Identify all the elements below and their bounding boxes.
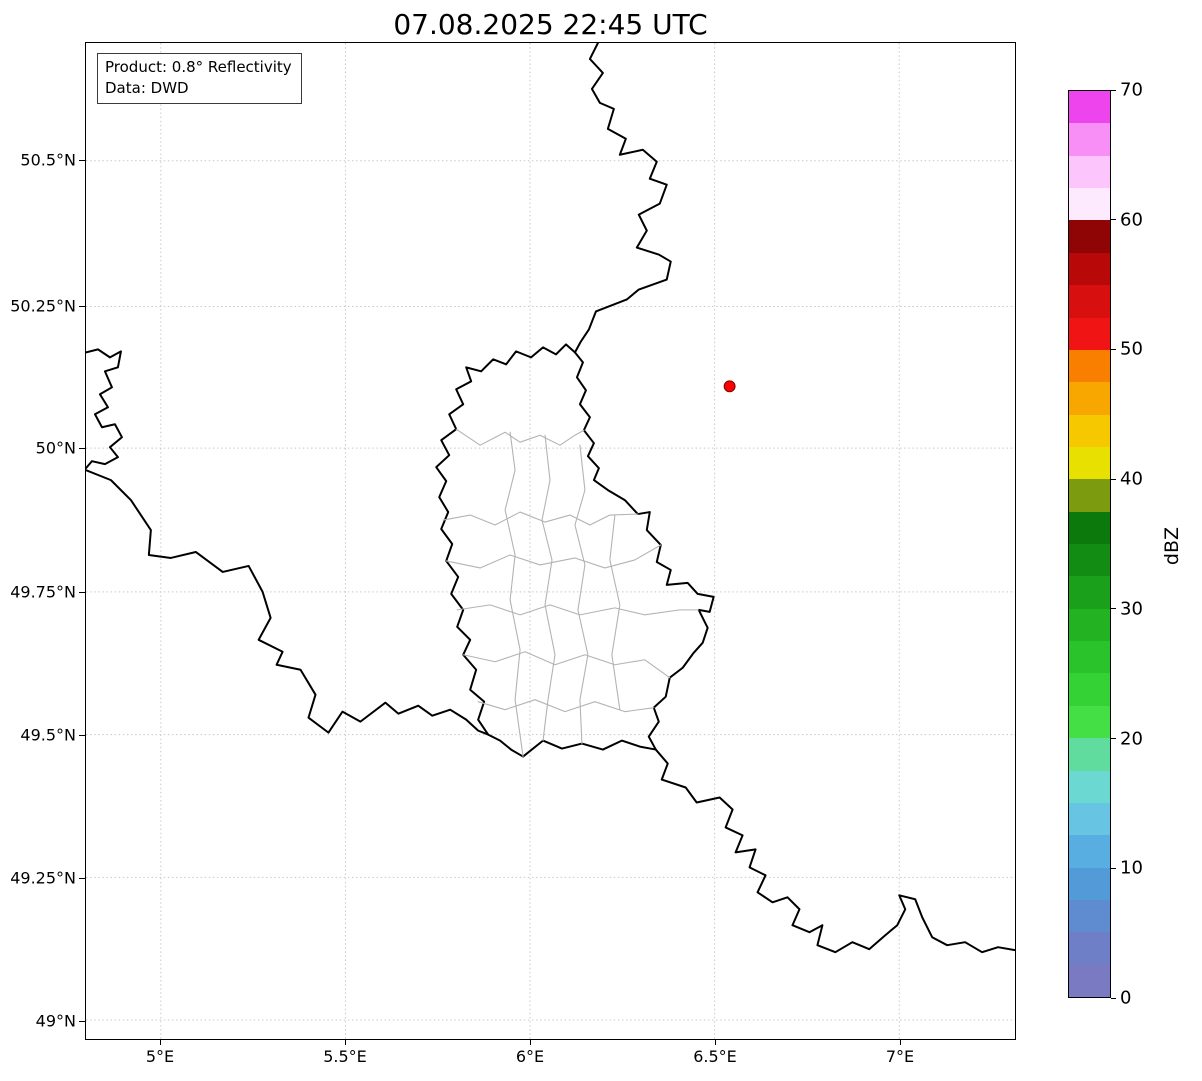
y-axis-tick bbox=[79, 159, 85, 161]
colorbar-segment bbox=[1069, 867, 1110, 900]
colorbar-segment bbox=[1069, 188, 1110, 221]
colorbar-segment bbox=[1069, 802, 1110, 836]
colorbar-tick bbox=[1111, 219, 1116, 221]
colorbar-tick-label: 0 bbox=[1120, 987, 1132, 1009]
y-axis-tick-label: 50°N bbox=[35, 438, 76, 458]
colorbar-tick bbox=[1111, 867, 1116, 869]
x-axis-tick bbox=[899, 1040, 901, 1045]
colorbar-segment bbox=[1069, 608, 1110, 642]
district-border bbox=[442, 511, 639, 526]
x-axis-tick-label: 6°E bbox=[515, 1047, 545, 1066]
colorbar-segment bbox=[1069, 576, 1110, 609]
border-france-germany bbox=[654, 748, 1015, 954]
district-border bbox=[445, 544, 662, 569]
border-france-belgium bbox=[86, 469, 490, 736]
y-axis-tick bbox=[79, 447, 85, 449]
colorbar-segment bbox=[1069, 446, 1110, 480]
colorbar-tick bbox=[1111, 348, 1116, 350]
border-france-belgium-givet bbox=[86, 348, 123, 470]
colorbar-tick bbox=[1111, 89, 1116, 91]
annotation-box: Product: 0.8° Reflectivity Data: DWD bbox=[97, 53, 302, 105]
colorbar-segment bbox=[1069, 964, 1110, 998]
border-belgium-germany bbox=[573, 43, 672, 354]
colorbar-tick bbox=[1111, 608, 1116, 610]
colorbar-segment bbox=[1069, 673, 1110, 706]
map-canvas bbox=[86, 43, 1015, 1039]
border-luxembourg bbox=[435, 343, 715, 758]
y-axis-tick-label: 49.25°N bbox=[10, 868, 76, 888]
plot-title: 07.08.2025 22:45 UTC bbox=[393, 8, 708, 41]
y-axis-tick-label: 49°N bbox=[35, 1011, 76, 1031]
district-border bbox=[574, 444, 589, 745]
colorbar-segment bbox=[1069, 123, 1110, 156]
colorbar-tick-label: 60 bbox=[1120, 209, 1143, 231]
district-border bbox=[456, 604, 700, 616]
colorbar-segment bbox=[1069, 544, 1110, 577]
colorbar-tick bbox=[1111, 997, 1116, 999]
colorbar-segment bbox=[1069, 220, 1110, 253]
colorbar-segment bbox=[1069, 317, 1110, 350]
district-border bbox=[455, 428, 585, 446]
x-axis-tick-label: 6.5°E bbox=[693, 1047, 737, 1066]
y-axis-tick-label: 49.5°N bbox=[20, 725, 76, 745]
annotation-source: Data: DWD bbox=[105, 78, 189, 97]
colorbar-segment bbox=[1069, 252, 1110, 286]
colorbar-tick-label: 30 bbox=[1120, 598, 1143, 620]
colorbar-segment bbox=[1069, 932, 1110, 965]
colorbar-segment bbox=[1069, 414, 1110, 447]
colorbar-tick-label: 20 bbox=[1120, 728, 1143, 750]
x-axis-tick bbox=[714, 1040, 716, 1045]
colorbar-segment bbox=[1069, 155, 1110, 189]
y-axis-tick bbox=[79, 877, 85, 879]
x-axis-tick-label: 7°E bbox=[885, 1047, 915, 1066]
map-plot: Product: 0.8° Reflectivity Data: DWD bbox=[85, 42, 1016, 1040]
district-border bbox=[477, 699, 655, 713]
y-axis-tick-label: 50.5°N bbox=[20, 150, 76, 170]
y-axis-tick bbox=[79, 1020, 85, 1022]
colorbar-segment bbox=[1069, 285, 1110, 318]
colorbar-segment bbox=[1069, 641, 1110, 674]
x-axis-tick bbox=[529, 1040, 531, 1045]
colorbar-tick bbox=[1111, 478, 1116, 480]
colorbar bbox=[1068, 90, 1111, 998]
y-axis-tick bbox=[79, 591, 85, 593]
colorbar-segment bbox=[1069, 91, 1110, 124]
colorbar-segment bbox=[1069, 511, 1110, 545]
x-axis-tick bbox=[344, 1040, 346, 1045]
district-border bbox=[462, 651, 671, 679]
colorbar-segment bbox=[1069, 705, 1110, 739]
annotation-product: Product: 0.8° Reflectivity bbox=[105, 58, 292, 76]
colorbar-tick-label: 10 bbox=[1120, 857, 1143, 879]
colorbar-tick-label: 50 bbox=[1120, 338, 1143, 360]
colorbar-tick bbox=[1111, 738, 1116, 740]
colorbar-tick-label: 70 bbox=[1120, 79, 1143, 101]
y-axis-tick-label: 50.25°N bbox=[10, 296, 76, 316]
colorbar-tick-label: 40 bbox=[1120, 468, 1143, 490]
colorbar-segment bbox=[1069, 770, 1110, 803]
district-border bbox=[609, 514, 621, 711]
y-axis-tick-label: 49.75°N bbox=[10, 582, 76, 602]
colorbar-segment bbox=[1069, 899, 1110, 933]
y-axis-tick bbox=[79, 305, 85, 307]
radar-site-marker bbox=[723, 380, 736, 393]
district-border bbox=[504, 431, 524, 758]
colorbar-segment bbox=[1069, 479, 1110, 512]
colorbar-segment bbox=[1069, 835, 1110, 868]
colorbar-segment bbox=[1069, 349, 1110, 383]
colorbar-segment bbox=[1069, 382, 1110, 415]
x-axis-tick-label: 5.5°E bbox=[323, 1047, 367, 1066]
district-border bbox=[541, 434, 556, 742]
colorbar-segment bbox=[1069, 738, 1110, 771]
y-axis-tick bbox=[79, 734, 85, 736]
colorbar-axis-label: dBZ bbox=[1161, 526, 1183, 566]
x-axis-tick bbox=[159, 1040, 161, 1045]
x-axis-tick-label: 5°E bbox=[145, 1047, 175, 1066]
